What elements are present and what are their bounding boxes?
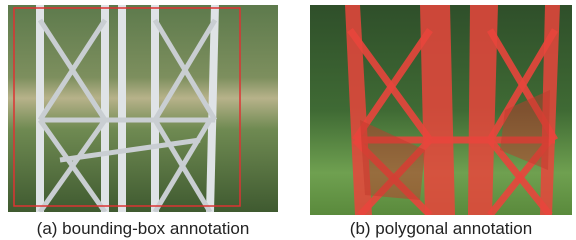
photo-bounding-box <box>8 5 278 212</box>
page: (a) bounding-box annotation (b) polygona… <box>0 0 576 240</box>
figure: (a) bounding-box annotation (b) polygona… <box>0 0 576 240</box>
caption: (a) bounding-box annotation <box>37 219 250 238</box>
photo-polygonal <box>310 5 572 215</box>
caption: (b) polygonal annotation <box>350 219 532 238</box>
